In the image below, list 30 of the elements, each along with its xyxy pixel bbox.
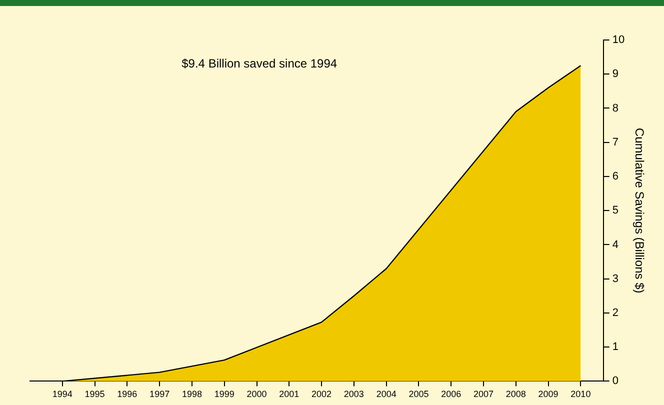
y2-tick-label: 2 [612,306,618,319]
y2-axis-title: Cumulative Savings (Billions $) [632,128,646,294]
x-tick-label: 2002 [312,389,332,400]
y2-tick-label: 6 [612,170,618,183]
x-tick-label: 2007 [473,389,494,400]
y2-tick-label: 10 [612,34,625,46]
x-tick-label: 1994 [52,389,72,400]
y2-tick-label: 8 [612,102,618,114]
x-tick-label: 2009 [538,389,558,400]
x-tick-label: 2004 [376,389,396,400]
x-tick-label: 2010 [570,389,591,400]
x-tick-label: 1999 [214,389,234,400]
x-tick-label: 1998 [182,389,202,400]
y2-tick-label: 3 [612,272,618,285]
x-tick-label: 1997 [150,389,170,400]
x-tick-label: 2005 [408,389,429,400]
x-tick-label: 2000 [246,389,267,400]
y2-tick-label: 5 [612,204,618,217]
y2-tick-label: 4 [612,238,618,251]
y2-tick-label: 1 [612,341,618,354]
x-tick-label: 2008 [506,389,526,400]
y2-tick-label: 9 [612,68,618,80]
x-tick-label: 1995 [84,389,105,400]
y2-tick-label: 0 [612,375,618,388]
x-tick-label: 2003 [344,389,364,400]
x-tick-label: 1996 [117,389,138,400]
y2-tick-label: 7 [612,136,618,148]
x-tick-label: 2006 [441,389,462,400]
annotation: $9.4 Billion saved since 1994 [182,56,338,70]
x-tick-label: 2001 [279,389,300,400]
